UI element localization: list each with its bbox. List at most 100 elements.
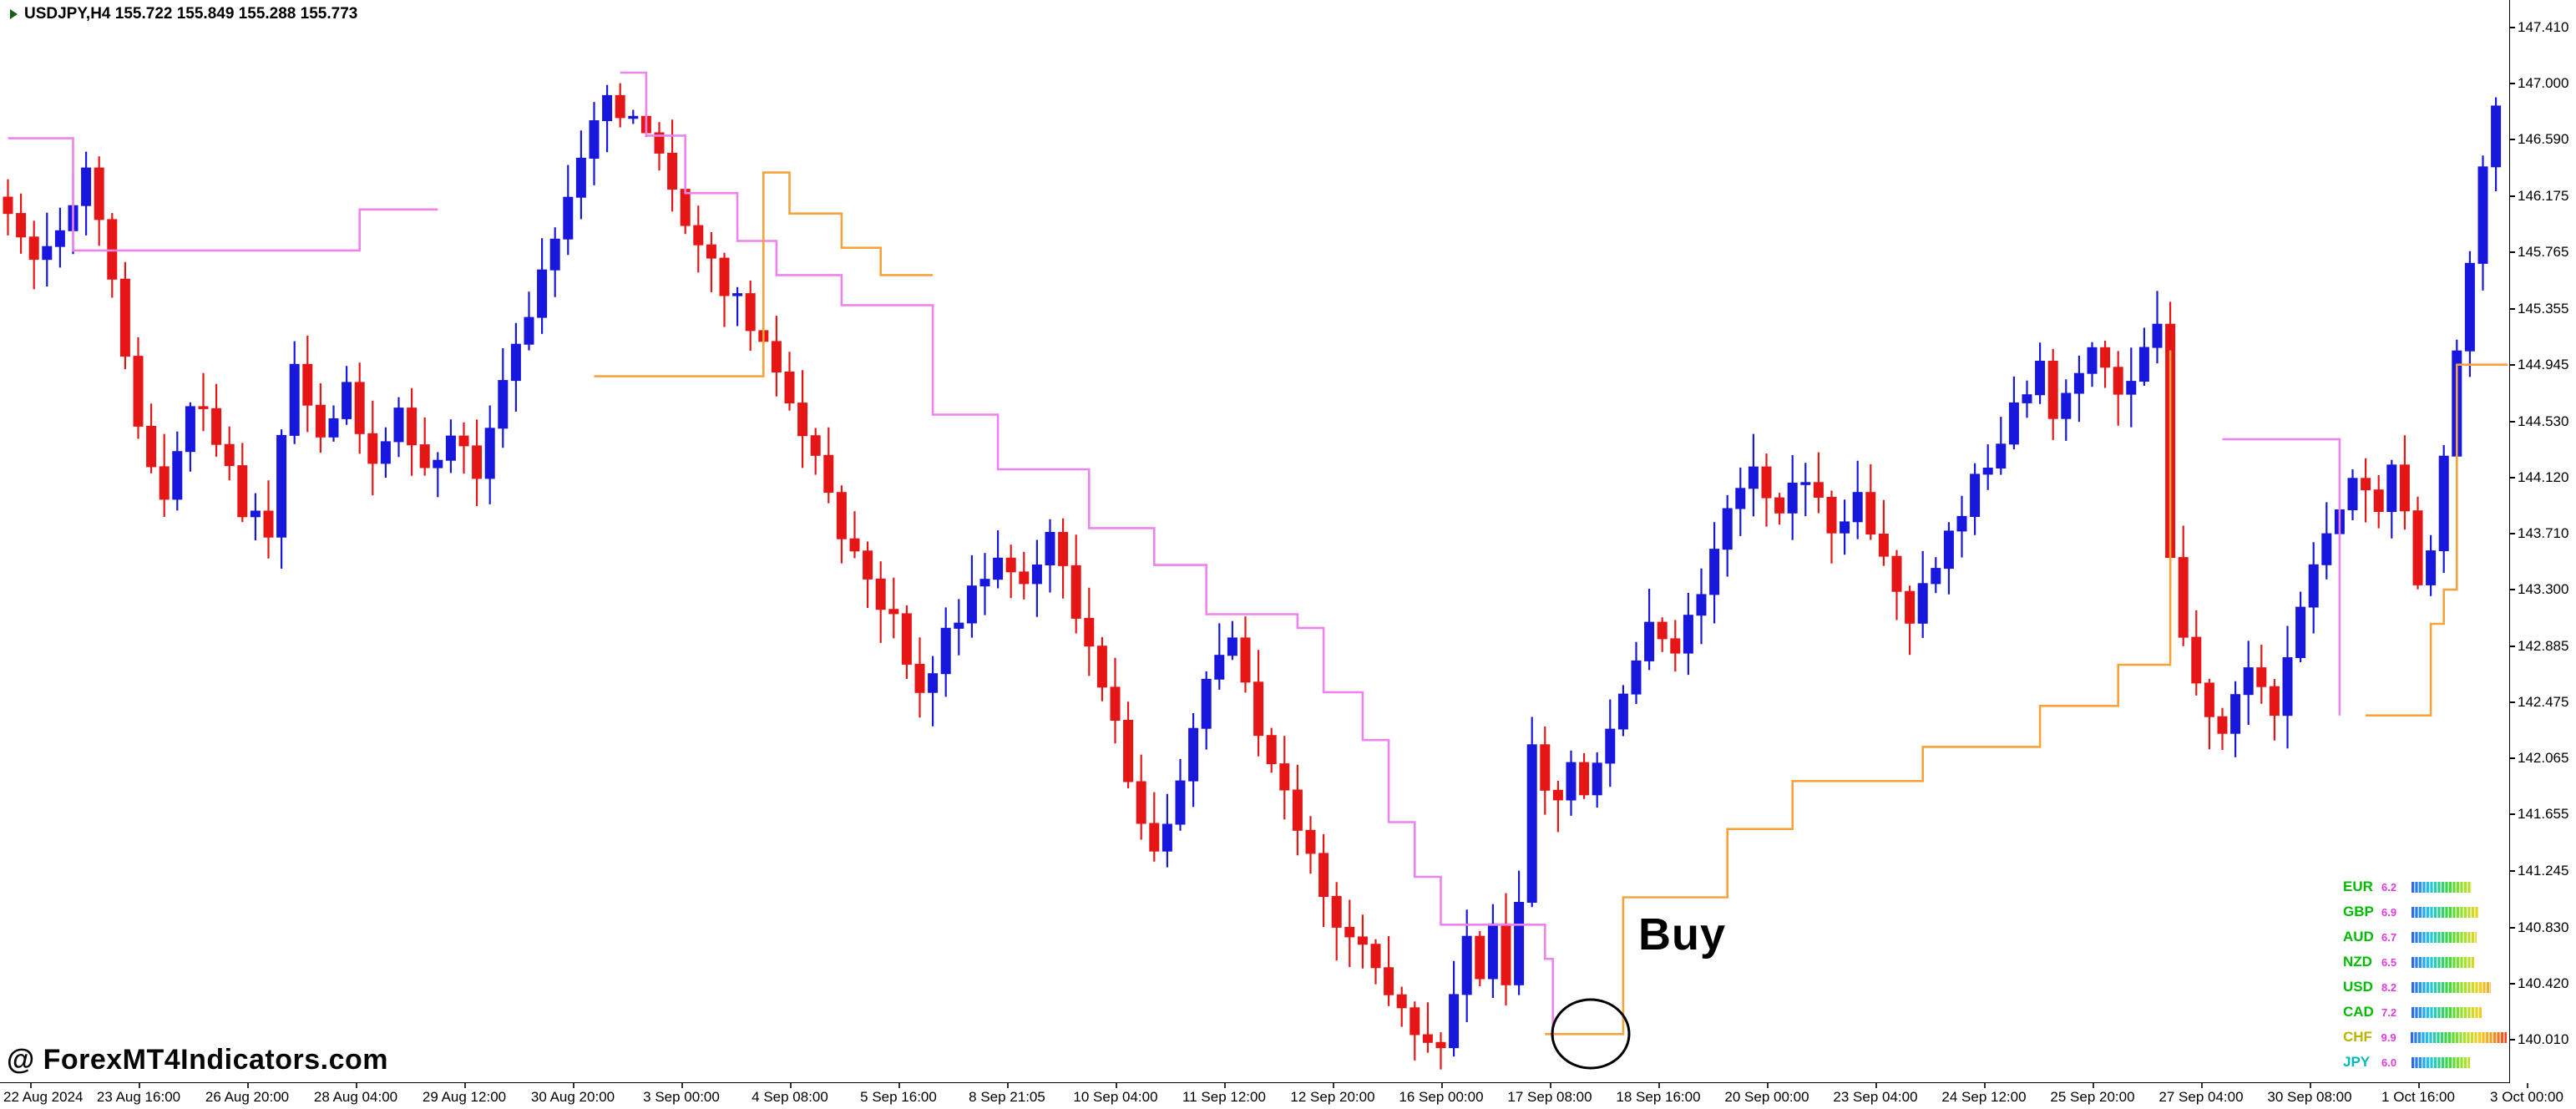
time-axis-tick <box>790 1083 792 1088</box>
time-axis-label: 16 Sep 00:00 <box>1399 1089 1484 1105</box>
time-axis-label: 28 Aug 04:00 <box>313 1089 398 1105</box>
price-axis-label: 140.010 <box>2518 1031 2569 1047</box>
time-axis-tick <box>30 1083 32 1088</box>
time-axis-tick <box>1550 1083 1551 1088</box>
candle-body <box>1161 823 1172 852</box>
candle-body <box>901 613 912 665</box>
candle-body <box>302 363 313 406</box>
buy-annotation: Buy <box>1638 909 1727 960</box>
candle-body <box>1279 763 1290 791</box>
candle-body <box>1800 482 1811 485</box>
time-axis-tick <box>2527 1083 2528 1088</box>
candle-body <box>575 157 586 198</box>
candle-body <box>250 510 261 518</box>
strength-bar <box>2412 1056 2470 1068</box>
time-axis-tick <box>2093 1083 2094 1088</box>
time-axis-tick <box>2201 1083 2203 1088</box>
time-axis[interactable]: 22 Aug 2024 23 Aug 16:00 26 Aug 20:00 28 Au… <box>0 1083 2576 1109</box>
candle-body <box>810 435 821 456</box>
candle-body <box>1774 497 1785 514</box>
strength-bar <box>2412 906 2478 918</box>
chart-plot-area[interactable]: USDJPY,H4 155.722 155.849 155.288 155.77… <box>0 0 2509 1082</box>
strength-value: 9.9 <box>2381 1031 2396 1044</box>
candle-body <box>1931 568 1941 585</box>
strength-bar <box>2412 881 2472 893</box>
candle-body <box>1045 532 1055 565</box>
candle-body <box>1188 727 1199 782</box>
candle-body <box>54 230 65 247</box>
price-axis-label: 146.175 <box>2518 188 2569 205</box>
time-axis-tick <box>1875 1083 1877 1088</box>
time-axis-tick <box>2418 1083 2420 1088</box>
candle-body <box>2022 394 2032 403</box>
price-axis-label: 144.945 <box>2518 356 2569 372</box>
candle-body <box>823 454 834 494</box>
candle-body <box>172 451 183 500</box>
overlay-trend-stop-sell-a <box>8 137 438 252</box>
candle-body <box>602 94 613 122</box>
time-axis-label: 12 Sep 20:00 <box>1290 1089 1375 1105</box>
candle-body <box>354 382 365 434</box>
candle-body <box>1579 762 1590 796</box>
candle-body <box>42 246 53 261</box>
candle-body <box>159 466 170 500</box>
candle-body <box>1475 935 1485 980</box>
candle-body <box>1005 557 1016 573</box>
candle-body <box>654 132 665 154</box>
candle-body <box>1956 515 1967 532</box>
overlay-trend-stop-buy-c <box>2366 363 2508 717</box>
time-axis-tick <box>1333 1083 1334 1088</box>
candle-body <box>328 418 339 438</box>
price-axis[interactable]: 147.410 147.000 146.590 146.175 145.765 145.3… <box>2509 0 2576 1109</box>
candle-body <box>1149 823 1160 852</box>
buy-signal-circle <box>1551 998 1631 1070</box>
candle-body <box>1435 1041 1446 1049</box>
candle-body <box>2256 667 2267 687</box>
strength-row-eur: EUR 6.2 <box>2343 879 2507 895</box>
candle-body <box>146 425 157 468</box>
candle-body <box>2087 347 2098 374</box>
time-axis-label: 27 Sep 04:00 <box>2158 1089 2244 1105</box>
candle-body <box>1709 549 1720 595</box>
time-axis-tick <box>1767 1083 1769 1088</box>
candle-body <box>1357 936 1368 945</box>
price-axis-tick <box>2510 363 2515 366</box>
candle-body <box>1552 789 1563 801</box>
price-axis-label: 143.710 <box>2518 524 2569 541</box>
time-axis-tick <box>1116 1083 1117 1088</box>
candle-body <box>1461 935 1472 995</box>
price-axis-label: 147.000 <box>2518 75 2569 92</box>
candle-body <box>1761 466 1772 499</box>
price-axis-tick <box>2510 420 2515 423</box>
candle-body <box>276 434 287 538</box>
strength-value: 6.2 <box>2381 880 2397 894</box>
candle-body <box>1540 744 1551 791</box>
strength-value: 6.5 <box>2381 955 2397 969</box>
candle-body <box>2321 533 2332 565</box>
price-axis-tick <box>2510 476 2515 479</box>
time-axis-tick <box>1984 1083 1986 1088</box>
candle-body <box>2113 367 2123 395</box>
strength-bar <box>2411 1031 2507 1043</box>
strength-currency-label: AUD <box>2343 929 2374 944</box>
symbol-marker-icon <box>10 9 18 19</box>
candle-body <box>2491 105 2502 168</box>
strength-currency-label: GBP <box>2343 904 2374 919</box>
price-axis-label: 144.530 <box>2518 413 2569 429</box>
candle-body <box>2243 667 2254 696</box>
candle-body <box>589 120 600 159</box>
candle-body <box>1878 534 1889 557</box>
time-axis-label: 29 Aug 12:00 <box>422 1089 507 1105</box>
price-axis-label: 145.765 <box>2518 244 2569 261</box>
candle-body <box>472 445 483 479</box>
candle-body <box>94 167 104 220</box>
candle-body <box>2230 694 2241 734</box>
time-axis-label: 11 Sep 12:00 <box>1182 1089 1266 1105</box>
candle-body <box>2047 361 2058 419</box>
candle-body <box>719 257 730 296</box>
candle-body <box>1253 681 1264 737</box>
time-axis-tick <box>1224 1083 1226 1088</box>
candle-body <box>342 382 352 419</box>
price-axis-label: 142.885 <box>2518 638 2569 655</box>
